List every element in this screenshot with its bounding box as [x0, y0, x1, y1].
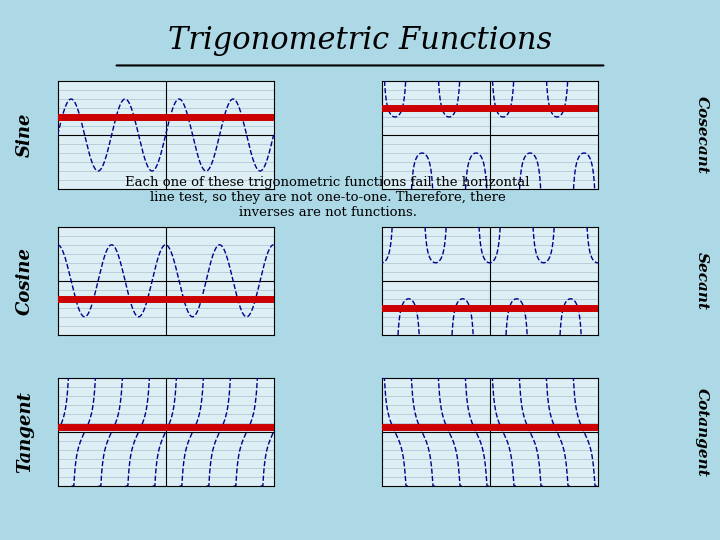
Text: Sine: Sine: [17, 113, 35, 157]
Text: Cotangent: Cotangent: [695, 388, 709, 476]
Text: Each one of these trigonometric functions fail the horizontal
line test, so they: Each one of these trigonometric function…: [125, 176, 530, 219]
Text: Tangent: Tangent: [17, 391, 35, 473]
Text: Cosecant: Cosecant: [695, 96, 709, 174]
Text: Cosine: Cosine: [17, 247, 35, 315]
Text: Trigonometric Functions: Trigonometric Functions: [168, 25, 552, 56]
Text: Secant: Secant: [695, 252, 709, 310]
